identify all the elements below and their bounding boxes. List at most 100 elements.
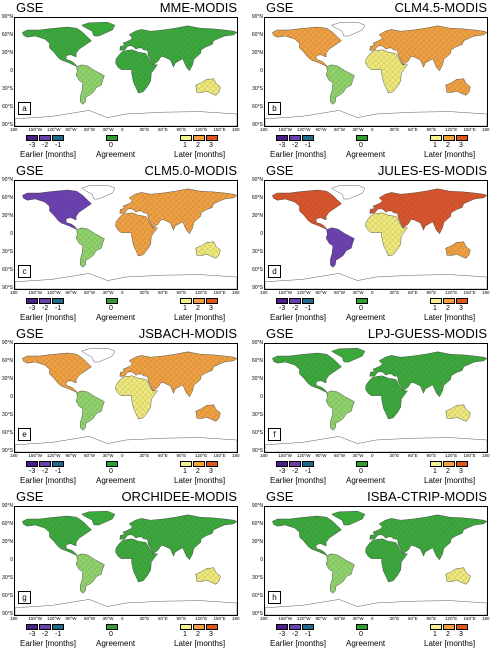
legend-value: -1 <box>305 631 312 638</box>
lon-tick-label: 120°E <box>445 290 458 295</box>
legend-value: 3 <box>459 305 463 312</box>
legend-swatch <box>289 298 301 304</box>
legend-swatch <box>180 135 192 141</box>
legend-swatch <box>52 298 64 304</box>
legend-value: -1 <box>55 468 62 475</box>
legend-value: 3 <box>209 142 213 149</box>
lon-tick-label: 150°E <box>213 290 226 295</box>
lat-tick-label: 60°N <box>1 195 13 201</box>
lon-tick-label: 180 <box>10 127 18 132</box>
map-panel-f: GSE LPJ-GUESS-MODIS 90°N 60°N 30°N 0 30°S 60°S 9… <box>250 326 495 486</box>
legend-value: -3 <box>279 305 286 312</box>
lon-tick-label: 30°E <box>139 290 150 295</box>
lat-tick-label: 90°S <box>2 448 13 454</box>
lon-tick-label: 120°E <box>445 127 458 132</box>
lon-tick-label: 90°W <box>65 127 77 132</box>
legend-value: -2 <box>292 631 299 638</box>
legend-value: -2 <box>292 468 299 475</box>
lon-tick-label: 150°W <box>278 453 293 458</box>
panel-letter: c <box>18 265 31 278</box>
lon-tick-label: 90°W <box>315 127 327 132</box>
map-area <box>14 343 238 453</box>
legend-label-earlier: Earlier [months] <box>270 313 327 322</box>
lon-tick-label: 120°W <box>297 616 311 621</box>
legend-label-agreement: Agreement <box>96 639 136 648</box>
landmass-an <box>265 436 487 452</box>
lat-tick-label: 30°N <box>251 376 263 382</box>
legend-swatch <box>356 298 368 304</box>
lon-tick-label: 150°E <box>213 616 226 621</box>
lon-tick-label: 60°E <box>408 127 418 132</box>
legend-swatch <box>430 298 442 304</box>
lon-tick-label: 180 <box>482 616 490 621</box>
legend-swatch <box>206 298 218 304</box>
lat-tick-label: 60°S <box>252 104 263 110</box>
lon-tick-label: 30°E <box>389 453 400 458</box>
lon-tick-label: 150°E <box>463 453 476 458</box>
legend-value: 0 <box>359 142 363 149</box>
landmass-gr <box>331 347 366 363</box>
panel-letter: g <box>18 591 31 604</box>
lon-tick-label: 150°W <box>28 453 43 458</box>
panel-letter: a <box>18 102 31 115</box>
lat-tick-label: 90°S <box>252 611 263 617</box>
lon-tick-label: 60°E <box>408 453 418 458</box>
legend-value: 1 <box>433 305 437 312</box>
landmass-gr <box>81 21 116 37</box>
lat-tick-label: 60°N <box>1 358 13 364</box>
map-panel-d: GSE JULES-ES-MODIS 90°N 60°N 30°N 0 30°S 60°S 90… <box>250 163 495 323</box>
lat-tick-label: 30°S <box>252 575 263 581</box>
lon-tick-label: 120°E <box>445 616 458 621</box>
lon-tick-label: 60°E <box>158 127 168 132</box>
lon-tick-label: 150°W <box>278 127 293 132</box>
legend-swatch <box>180 298 192 304</box>
lon-tick-label: 180 <box>482 453 490 458</box>
lat-tick-label: 60°N <box>251 195 263 201</box>
lat-tick-label: 90°N <box>251 14 263 20</box>
legend-swatch <box>302 461 314 467</box>
legend-swatch <box>289 624 301 630</box>
lon-tick-label: 180 <box>260 127 268 132</box>
lat-tick-label: 30°S <box>252 249 263 255</box>
panel-variable-label: GSE <box>16 0 44 15</box>
lat-tick-label: 90°S <box>2 611 13 617</box>
lon-tick-label: 60°E <box>408 616 418 621</box>
panel-letter: d <box>268 265 281 278</box>
lon-tick-label: 30°W <box>352 453 364 458</box>
lon-tick-label: 150°W <box>28 290 43 295</box>
lon-tick-label: 180 <box>232 290 240 295</box>
legend-swatch <box>52 461 64 467</box>
lat-tick-label: 30°S <box>2 249 13 255</box>
lat-tick-label: 60°N <box>251 358 263 364</box>
lon-tick-label: 120°W <box>297 290 311 295</box>
map-panel-a: GSE MME-MODIS 90°N 60°N 30°N 0 30°S 60°S 90°S a 18… <box>0 0 245 160</box>
legend-value: -3 <box>29 631 36 638</box>
lon-tick-label: 180 <box>260 453 268 458</box>
lon-tick-label: 90°W <box>315 453 327 458</box>
lon-tick-label: 30°E <box>389 616 400 621</box>
legend-swatch <box>206 624 218 630</box>
landmass-an <box>265 273 487 289</box>
lon-tick-label: 150°W <box>278 616 293 621</box>
legend-value: -1 <box>305 468 312 475</box>
landmass-gr <box>81 510 116 526</box>
lon-tick-label: 180 <box>232 616 240 621</box>
legend-swatch <box>52 135 64 141</box>
lon-tick-label: 0 <box>121 127 124 132</box>
legend-value: -1 <box>55 305 62 312</box>
legend-label-agreement: Agreement <box>346 476 386 485</box>
lat-tick-label: 30°S <box>2 86 13 92</box>
legend-swatch <box>302 624 314 630</box>
legend-value: 1 <box>433 142 437 149</box>
legend-swatch <box>443 624 455 630</box>
legend-value: 0 <box>359 468 363 475</box>
legend-swatch <box>52 624 64 630</box>
lat-tick-label: 0 <box>260 557 263 563</box>
lon-tick-label: 60°E <box>158 290 168 295</box>
lon-tick-label: 120°E <box>195 616 208 621</box>
lon-tick-label: 60°W <box>84 616 96 621</box>
lon-tick-label: 180 <box>482 127 490 132</box>
lat-tick-label: 90°S <box>252 285 263 291</box>
lon-tick-label: 60°W <box>84 127 96 132</box>
legend-value: 3 <box>209 468 213 475</box>
